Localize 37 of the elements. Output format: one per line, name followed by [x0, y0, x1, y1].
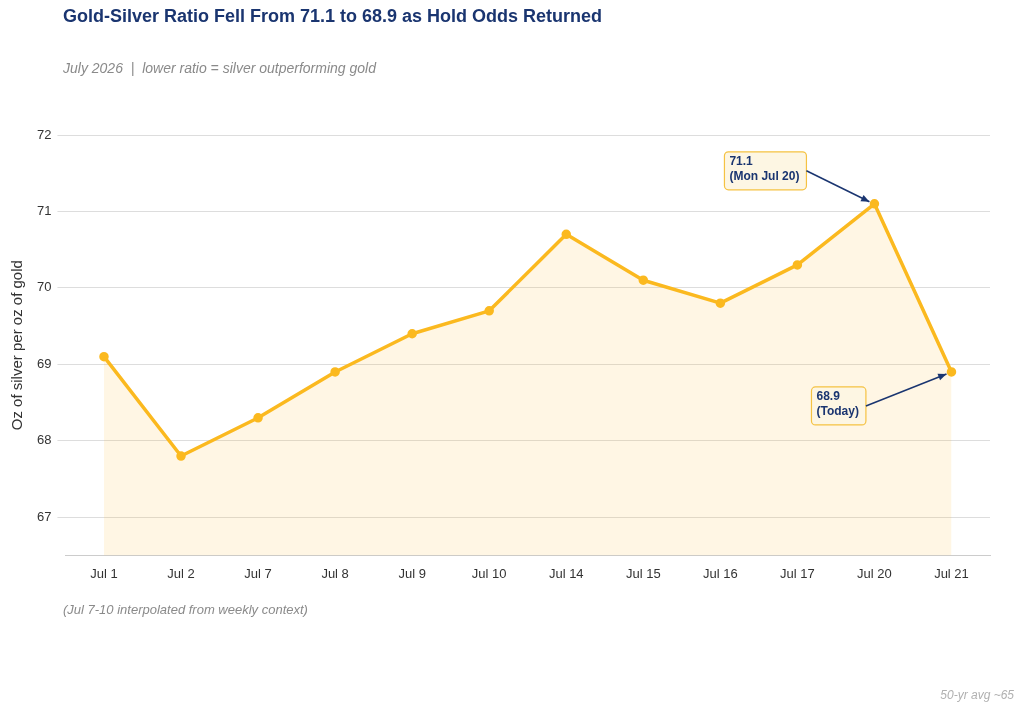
x-tick-label: Jul 1 — [90, 565, 118, 581]
point — [946, 367, 957, 377]
y-tick-label: 69 — [36, 355, 52, 371]
text: 50-yr avg ~65 — [940, 688, 1014, 702]
point — [792, 260, 803, 270]
x-tick-label: Jul 20 — [857, 565, 892, 581]
x-tick-label: Jul 9 — [398, 565, 426, 581]
y-tick-label: 71 — [36, 203, 52, 219]
y-tick-label: 68 — [36, 432, 52, 448]
x-tick-label: Jul 15 — [625, 565, 661, 581]
x-tick-label: Jul 2 — [167, 565, 195, 581]
point — [869, 199, 880, 209]
point — [176, 451, 186, 461]
y-tick-label: 72 — [36, 126, 52, 142]
x-tick-label: Jul 17 — [780, 565, 815, 581]
y-tick-label: 70 — [36, 279, 52, 295]
x-tick-label: Jul 16 — [702, 565, 738, 581]
x-tick-label: Jul 7 — [244, 565, 272, 581]
x-tick-label: Jul 8 — [321, 565, 349, 581]
chart-subtitle: July 2026 | lower ratio = silver outperforming gold — [63, 60, 376, 76]
point — [253, 413, 263, 423]
annotation: 68.9 (Today) — [816, 389, 859, 419]
annotation: 71.1 (Mon Jul 20) — [729, 154, 800, 184]
point — [99, 351, 109, 362]
x-tick-label: Jul 14 — [548, 565, 584, 581]
y-tick-label: 67 — [36, 508, 52, 524]
x-tick-label: Jul 10 — [471, 565, 507, 581]
point — [561, 229, 571, 240]
point — [484, 306, 494, 316]
chart-title: Gold-Silver Ratio Fell From 71.1 to 68.9 as Hold Odds Returned — [63, 6, 603, 27]
text: (Jul 7-10 interpolated from weekly context) — [63, 602, 308, 617]
point — [638, 275, 649, 285]
point — [407, 328, 417, 339]
y-axis-title: Oz of silver per oz of gold — [8, 260, 26, 431]
x-tick-label: Jul 21 — [934, 565, 969, 581]
point — [715, 298, 726, 308]
point — [330, 367, 340, 377]
